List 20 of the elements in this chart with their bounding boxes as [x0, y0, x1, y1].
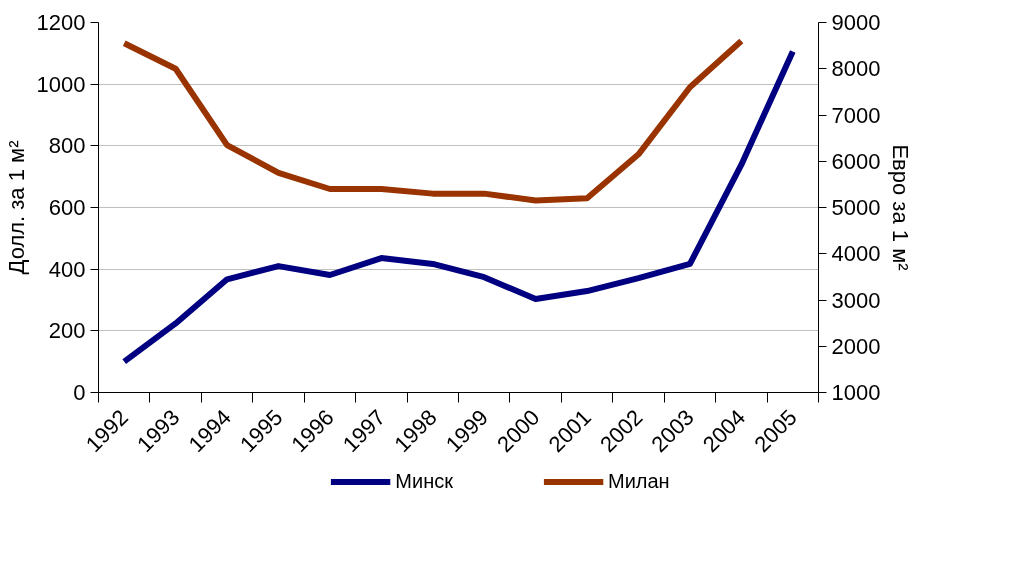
y-tick-label: 600: [48, 195, 86, 220]
y2-tick-label: 3000: [831, 287, 881, 313]
y2-tick-label: 7000: [831, 102, 881, 128]
y2-tick-label: 1000: [831, 380, 881, 405]
y-tick-label: 0: [73, 380, 86, 405]
y-axis-title: Долл. за 1 м²: [3, 140, 29, 275]
y-tick-label: 1000: [36, 71, 86, 97]
legend-label: Милан: [607, 469, 670, 493]
y-tick-label: 200: [48, 318, 86, 344]
y2-axis-title: Евро за 1 м²: [888, 144, 914, 271]
y2-tick-label: 5000: [831, 195, 881, 220]
y2-tick-label: 9000: [831, 10, 881, 35]
y2-tick-label: 8000: [831, 56, 881, 82]
y2-tick-label: 6000: [831, 148, 881, 174]
y-tick-label: 1200: [36, 10, 86, 35]
y2-tick-label: 2000: [831, 333, 881, 359]
legend-label: Минск: [395, 469, 453, 493]
y-tick-label: 400: [48, 256, 86, 282]
y-tick-label: 800: [48, 133, 86, 159]
y2-tick-label: 4000: [831, 241, 881, 267]
